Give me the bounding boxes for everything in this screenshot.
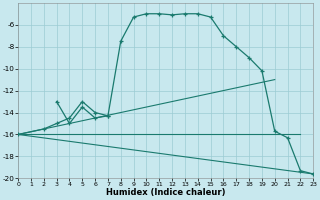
X-axis label: Humidex (Indice chaleur): Humidex (Indice chaleur) — [106, 188, 225, 197]
